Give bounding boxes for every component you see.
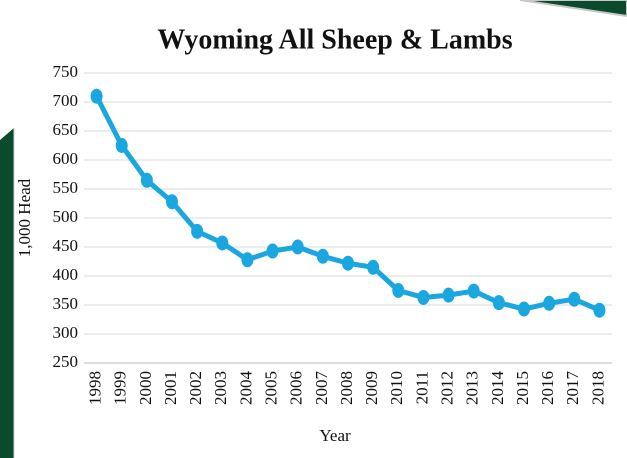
x-tick-label: 2004 — [236, 371, 255, 406]
point — [342, 255, 354, 271]
y-tick-label: 550 — [53, 178, 79, 197]
decor-corner — [519, 0, 627, 18]
y-tick-label: 300 — [53, 323, 79, 342]
y-tick-label: 650 — [53, 120, 79, 139]
x-tick-label: 2008 — [337, 371, 356, 405]
y-tick-label: 450 — [53, 236, 79, 255]
x-axis-label: Year — [319, 426, 351, 445]
x-tick-label: 2018 — [588, 371, 607, 405]
point — [392, 283, 405, 298]
x-tick-label: 1998 — [85, 371, 104, 405]
x-tick-label: 2003 — [211, 371, 230, 405]
y-tick-label: 400 — [53, 265, 79, 284]
y-axis-label: 1,000 Head — [15, 178, 34, 257]
chart-title: Wyoming All Sheep & Lambs — [157, 24, 512, 55]
x-tick-label: 2013 — [463, 371, 482, 405]
point — [442, 287, 455, 303]
y-tick-label: 250 — [53, 352, 79, 371]
point — [417, 289, 430, 305]
y-tick-label: 750 — [53, 62, 79, 81]
point — [115, 138, 128, 153]
x-tick-label: 2014 — [488, 371, 507, 406]
x-tick-label: 2000 — [136, 371, 155, 405]
point — [367, 259, 380, 275]
x-tick-label: 2009 — [362, 371, 381, 405]
y-tick-label: 700 — [53, 91, 79, 110]
x-tick-label: 2006 — [287, 371, 306, 405]
point — [291, 239, 304, 255]
point — [166, 194, 178, 210]
y-tick-label: 350 — [53, 294, 79, 313]
point — [216, 235, 229, 251]
point — [266, 243, 279, 259]
point — [191, 223, 204, 239]
point — [568, 291, 581, 307]
point — [90, 88, 103, 104]
point — [492, 295, 505, 311]
x-tick-label: 2010 — [387, 371, 406, 405]
point — [467, 283, 480, 299]
x-tick-label: 2007 — [312, 371, 331, 406]
x-tick-label: 2001 — [161, 371, 180, 405]
x-tick-label: 2012 — [437, 371, 456, 405]
y-tick-label: 500 — [53, 207, 79, 226]
x-tick-label: 2016 — [538, 371, 557, 405]
point — [593, 302, 606, 318]
point — [241, 252, 254, 268]
x-tick-label: 1999 — [111, 371, 130, 405]
x-tick-label: 2002 — [186, 371, 205, 405]
x-tick-label: 2011 — [412, 371, 431, 404]
x-tick-label: 2005 — [261, 371, 280, 405]
point — [316, 248, 329, 264]
decor-left — [0, 128, 14, 458]
y-tick-label: 600 — [53, 149, 79, 168]
x-tick-label: 2015 — [513, 371, 532, 405]
point — [518, 301, 530, 317]
point — [543, 295, 556, 311]
point — [140, 172, 153, 188]
x-tick-label: 2017 — [563, 371, 582, 406]
